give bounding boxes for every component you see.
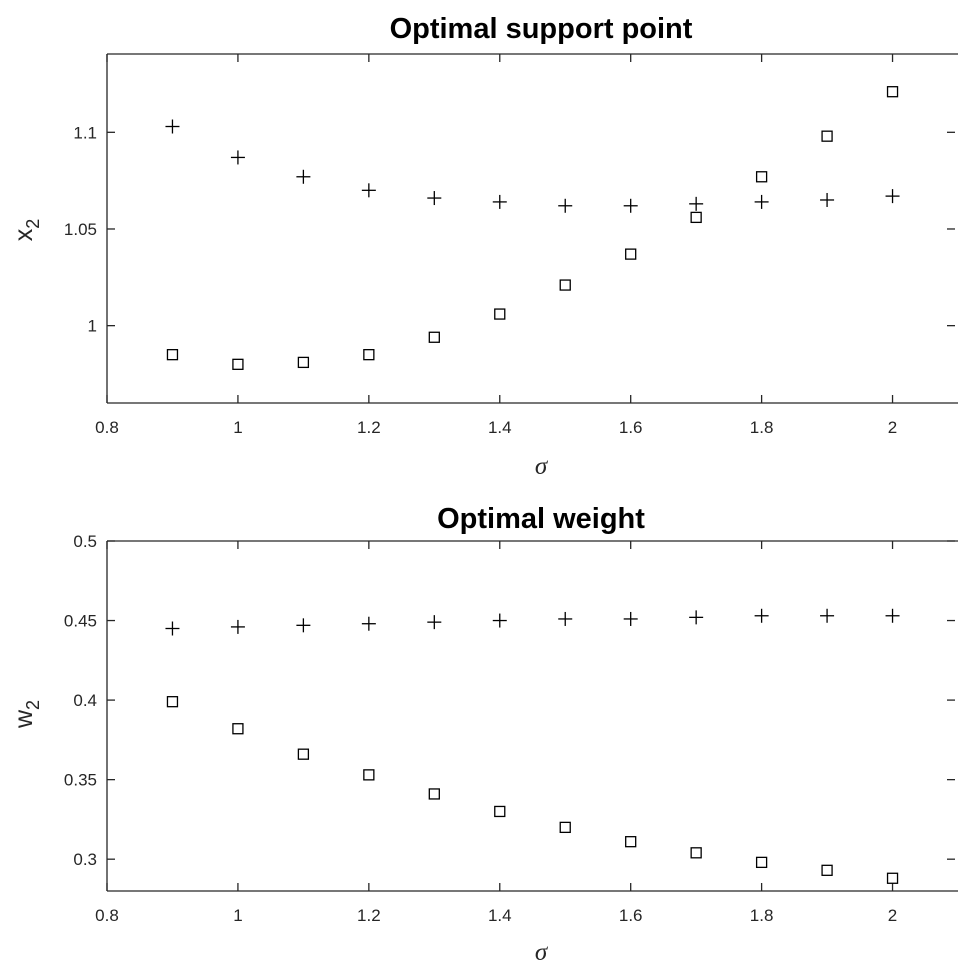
square-marker	[166, 349, 179, 361]
square-marker	[559, 279, 571, 291]
plus-marker	[558, 198, 573, 213]
plus-marker	[427, 615, 442, 630]
plus-marker	[885, 608, 900, 623]
y-tick-label: 1.05	[64, 220, 97, 239]
square-marker	[821, 130, 833, 142]
square-marker	[232, 723, 244, 735]
square-marker	[297, 748, 310, 760]
y-tick-label: 1	[88, 317, 97, 336]
plus-marker	[230, 619, 245, 634]
square-marker	[821, 864, 833, 876]
x-tick-label: 1.4	[488, 906, 512, 925]
x-tick-label: 2	[888, 418, 897, 437]
x-tick-label: 1.8	[750, 906, 774, 925]
plus-marker	[492, 194, 507, 209]
plus-marker	[361, 183, 376, 198]
x-tick-label: 1.8	[750, 418, 774, 437]
y-tick-label: 0.45	[64, 612, 97, 631]
y-tick-label: 0.5	[73, 532, 97, 551]
plus-marker	[885, 189, 900, 204]
y-axis-label-text: w	[10, 709, 38, 729]
plus-marker	[754, 608, 769, 623]
chart-title: Optimal support point	[390, 13, 693, 45]
plus-marker	[492, 613, 507, 628]
x-tick-label: 1.2	[357, 418, 381, 437]
square-marker	[625, 248, 637, 260]
square-marker	[559, 821, 571, 834]
svg-text:w2: w2	[10, 700, 43, 729]
y-axis-label-subscript: 2	[23, 219, 43, 229]
square-marker	[690, 211, 702, 224]
plus-marker	[230, 150, 245, 165]
square-marker	[363, 349, 375, 361]
y-axis-label: x2	[10, 219, 43, 242]
svg-text:x2: x2	[10, 219, 43, 242]
plus-marker	[296, 618, 311, 633]
square-marker	[755, 171, 768, 183]
x-tick-label: 2	[888, 906, 897, 925]
weight-panel: Optimal weight w2 σ 0.8 1 1.2 1.4 1.6 1.8 20.3…	[10, 503, 958, 966]
plus-marker	[689, 196, 704, 211]
plus-marker	[754, 194, 769, 209]
square-marker	[886, 872, 899, 884]
x-axis-label: σ	[535, 453, 549, 480]
plus-marker	[361, 616, 376, 631]
plus-marker	[623, 611, 638, 626]
square-marker	[886, 86, 899, 98]
y-tick-label: 0.35	[64, 771, 97, 790]
x-tick-label: 1.6	[619, 906, 643, 925]
square-marker	[297, 356, 310, 369]
plus-marker	[558, 611, 573, 626]
square-marker	[363, 769, 375, 781]
x-tick-label: 1.6	[619, 418, 643, 437]
plus-marker	[427, 191, 442, 206]
x-tick-label: 1.2	[357, 906, 381, 925]
square-marker	[755, 856, 768, 869]
square-marker	[690, 847, 702, 859]
y-axis-label-text: x	[10, 228, 38, 241]
plus-marker	[820, 608, 835, 623]
square-marker	[232, 358, 244, 370]
chart-title: Optimal weight	[437, 503, 645, 535]
plus-marker	[820, 192, 835, 207]
y-tick-label: 0.4	[73, 691, 97, 710]
x-tick-label: 1.4	[488, 418, 512, 437]
square-marker	[166, 696, 179, 708]
x-tick-label: 0.8	[95, 906, 119, 925]
y-axis-label-subscript: 2	[23, 700, 43, 710]
y-tick-label: 0.3	[73, 850, 97, 869]
plus-marker	[689, 610, 704, 625]
x-axis-label: σ	[535, 939, 549, 966]
square-marker	[428, 331, 440, 343]
x-tick-label: 0.8	[95, 418, 119, 437]
plus-marker	[296, 169, 311, 184]
y-axis-label: w2	[10, 700, 43, 729]
plus-marker	[165, 621, 180, 636]
square-marker	[494, 308, 506, 320]
plus-marker	[623, 198, 638, 213]
x-tick-label: 1	[233, 418, 242, 437]
square-marker	[428, 788, 440, 800]
square-marker	[625, 836, 637, 848]
y-tick-label: 1.1	[73, 123, 97, 142]
x-tick-label: 1	[233, 906, 242, 925]
plus-marker	[165, 119, 180, 134]
support-point-panel: Optimal support point x2 σ 0.8 1 1.2 1.4 1.6…	[10, 13, 958, 480]
square-marker	[494, 805, 506, 818]
